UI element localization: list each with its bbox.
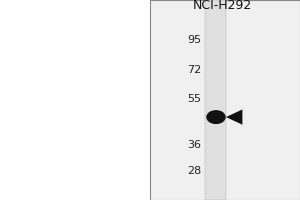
Text: NCI-H292: NCI-H292 <box>192 0 252 12</box>
Text: 36: 36 <box>187 140 201 150</box>
Polygon shape <box>226 109 242 125</box>
Text: 72: 72 <box>187 65 201 75</box>
FancyBboxPatch shape <box>206 0 226 200</box>
Text: 95: 95 <box>187 35 201 45</box>
FancyBboxPatch shape <box>150 0 300 200</box>
Text: 28: 28 <box>187 166 201 176</box>
Text: 55: 55 <box>187 94 201 104</box>
Ellipse shape <box>206 110 226 124</box>
